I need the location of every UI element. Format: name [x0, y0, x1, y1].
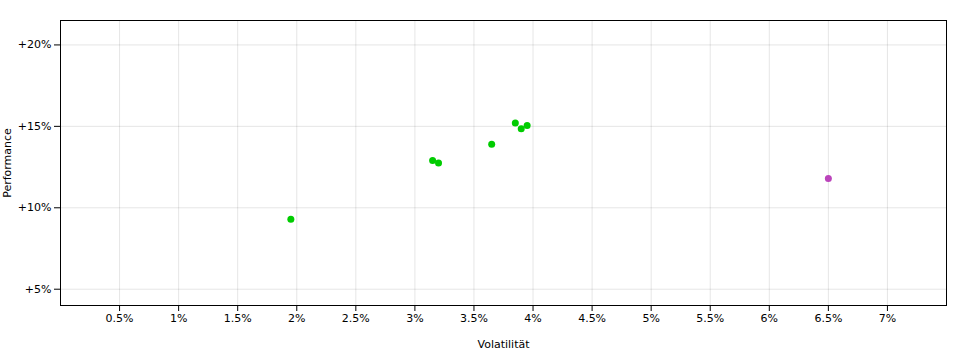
svg-text:6.5%: 6.5% [814, 312, 842, 325]
svg-text:+15%: +15% [18, 120, 52, 133]
svg-text:1.5%: 1.5% [224, 312, 252, 325]
svg-text:6%: 6% [761, 312, 778, 325]
svg-text:Volatilität: Volatilität [477, 338, 530, 350]
svg-text:+5%: +5% [25, 283, 52, 296]
svg-text:+10%: +10% [18, 201, 52, 214]
svg-text:3%: 3% [406, 312, 423, 325]
svg-text:4.5%: 4.5% [578, 312, 606, 325]
svg-text:2.5%: 2.5% [342, 312, 370, 325]
svg-text:5.5%: 5.5% [696, 312, 724, 325]
svg-text:5%: 5% [642, 312, 659, 325]
svg-text:4%: 4% [524, 312, 541, 325]
svg-text:+20%: +20% [18, 38, 52, 51]
svg-text:2%: 2% [288, 312, 305, 325]
svg-text:0.5%: 0.5% [106, 312, 134, 325]
svg-text:1%: 1% [170, 312, 187, 325]
svg-text:3.5%: 3.5% [460, 312, 488, 325]
svg-text:Performance: Performance [1, 128, 14, 198]
svg-text:7%: 7% [879, 312, 896, 325]
